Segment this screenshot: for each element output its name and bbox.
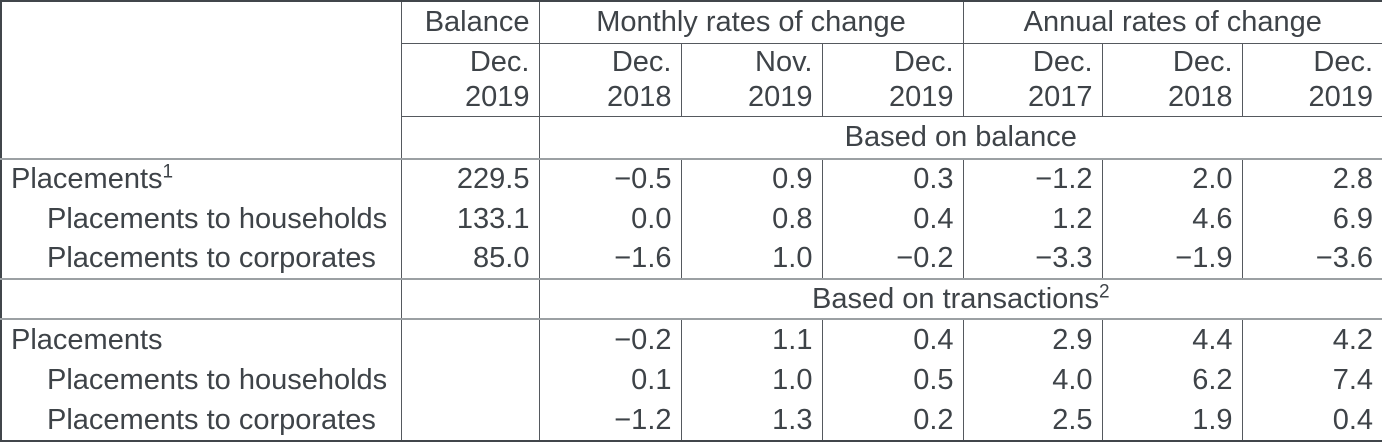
rate-cell: 0.4 <box>821 199 964 239</box>
header-row-periods: Dec. 2019 Dec. 2018 Nov. 2019 Dec. 2019 … <box>1 43 1382 117</box>
rate-cell: 1.0 <box>680 360 823 401</box>
table-row: Placements −0.2 1.1 0.4 2.9 4.4 4.2 <box>0 319 1382 360</box>
period-year: 2017 <box>1028 80 1093 113</box>
table-row: Placements to corporates −1.2 1.3 0.2 2.… <box>0 401 1382 441</box>
rate-cell: −1.2 <box>962 159 1103 199</box>
rate-cell: 0.5 <box>821 360 964 401</box>
empty-cell <box>400 279 540 320</box>
period-month: Dec. <box>1032 45 1093 78</box>
rate-cell: 4.2 <box>1241 319 1382 360</box>
period-year: 2019 <box>464 80 530 113</box>
period-month: Dec. <box>469 45 530 78</box>
rate-cell: 1.0 <box>680 239 823 280</box>
rate-cell: 0.9 <box>680 159 823 199</box>
table-row: Placements1 229.5 −0.5 0.9 0.3 −1.2 2.0 … <box>0 159 1382 199</box>
rate-cell: 0.8 <box>680 199 823 239</box>
rate-cell: −3.3 <box>962 239 1103 280</box>
rate-cell: 0.0 <box>538 199 682 239</box>
period-year: 2019 <box>889 80 954 113</box>
row-label: Placements1 <box>0 159 402 199</box>
period-year: 2019 <box>747 80 813 113</box>
rate-cell: 2.5 <box>962 401 1103 441</box>
row-label: Placements <box>0 319 402 360</box>
row-label: Placements to corporates <box>0 401 402 441</box>
rate-cell: 0.3 <box>821 159 964 199</box>
period-month: Dec. <box>1313 45 1374 78</box>
header-row-groups: Balance Monthly rates of change Annual r… <box>0 1 1382 160</box>
rate-cell: 6.2 <box>1101 360 1243 401</box>
rate-cell: −0.2 <box>821 239 964 280</box>
section-header-balance: Based on balance <box>1 116 1382 160</box>
period-year: 2019 <box>1308 80 1374 113</box>
rate-cell: 4.0 <box>962 360 1103 401</box>
rate-cell: 4.4 <box>1101 319 1243 360</box>
annual-group-header: Annual rates of change <box>962 1 1382 44</box>
table-row: Placements to households 133.1 0.0 0.8 0… <box>0 199 1382 239</box>
annual-period-header: Dec. 2019 <box>1241 43 1382 117</box>
balance-cell <box>400 319 540 360</box>
annual-period-header: Dec. 2018 <box>1101 43 1243 117</box>
balance-cell: 229.5 <box>400 159 540 199</box>
rate-cell: 2.0 <box>1101 159 1243 199</box>
table-row: Placements to corporates 85.0 −1.6 1.0 −… <box>0 239 1382 280</box>
rate-cell: −0.5 <box>538 159 682 199</box>
row-label: Placements to corporates <box>0 239 402 280</box>
rate-cell: −0.2 <box>538 319 682 360</box>
period-month: Dec. <box>893 45 954 78</box>
balance-period-header: Dec. 2019 <box>400 43 540 117</box>
period-year: 2018 <box>1168 80 1233 113</box>
monthly-period-header: Dec. 2018 <box>538 43 682 117</box>
rate-cell: 0.1 <box>538 360 682 401</box>
empty-cell <box>400 116 540 160</box>
rate-cell: 1.2 <box>962 199 1103 239</box>
period-year: 2018 <box>606 80 672 113</box>
rate-cell: 2.9 <box>962 319 1103 360</box>
section-title: Based on transactions2 <box>538 279 1382 320</box>
rate-cell: 1.1 <box>680 319 823 360</box>
rate-cell: −1.6 <box>538 239 682 280</box>
monthly-period-header: Dec. 2019 <box>821 43 964 117</box>
row-label: Placements to households <box>0 199 402 239</box>
rate-cell: 4.6 <box>1101 199 1243 239</box>
row-label: Placements to households <box>0 360 402 401</box>
rate-cell: 7.4 <box>1241 360 1382 401</box>
monthly-period-header: Nov. 2019 <box>680 43 823 117</box>
annual-period-header: Dec. 2017 <box>962 43 1103 117</box>
corner-cell <box>0 1 402 160</box>
empty-cell <box>0 279 402 320</box>
table-row: Placements to households 0.1 1.0 0.5 4.0… <box>0 360 1382 401</box>
section-title: Based on balance <box>538 116 1382 160</box>
period-month: Nov. <box>755 45 813 78</box>
rate-cell: −1.9 <box>1101 239 1243 280</box>
balance-cell: 133.1 <box>400 199 540 239</box>
rate-cell: 6.9 <box>1241 199 1382 239</box>
period-month: Dec. <box>1172 45 1233 78</box>
rate-cell: 0.2 <box>821 401 964 441</box>
footnote-marker: 1 <box>162 161 174 183</box>
rate-cell: −3.6 <box>1241 239 1382 280</box>
balance-cell <box>400 401 540 441</box>
rate-cell: 0.4 <box>1241 401 1382 441</box>
rate-cell: 2.8 <box>1241 159 1382 199</box>
rate-cell: −1.2 <box>538 401 682 441</box>
footnote-marker: 2 <box>1098 280 1110 302</box>
balance-cell <box>400 360 540 401</box>
rate-cell: 1.9 <box>1101 401 1243 441</box>
rate-cell: 1.3 <box>680 401 823 441</box>
section-header-transactions: Based on transactions2 <box>0 279 1382 320</box>
monthly-group-header: Monthly rates of change <box>538 1 964 44</box>
balance-cell: 85.0 <box>400 239 540 280</box>
balance-group-header: Balance <box>400 1 540 44</box>
rate-cell: 0.4 <box>821 319 964 360</box>
period-month: Dec. <box>611 45 672 78</box>
